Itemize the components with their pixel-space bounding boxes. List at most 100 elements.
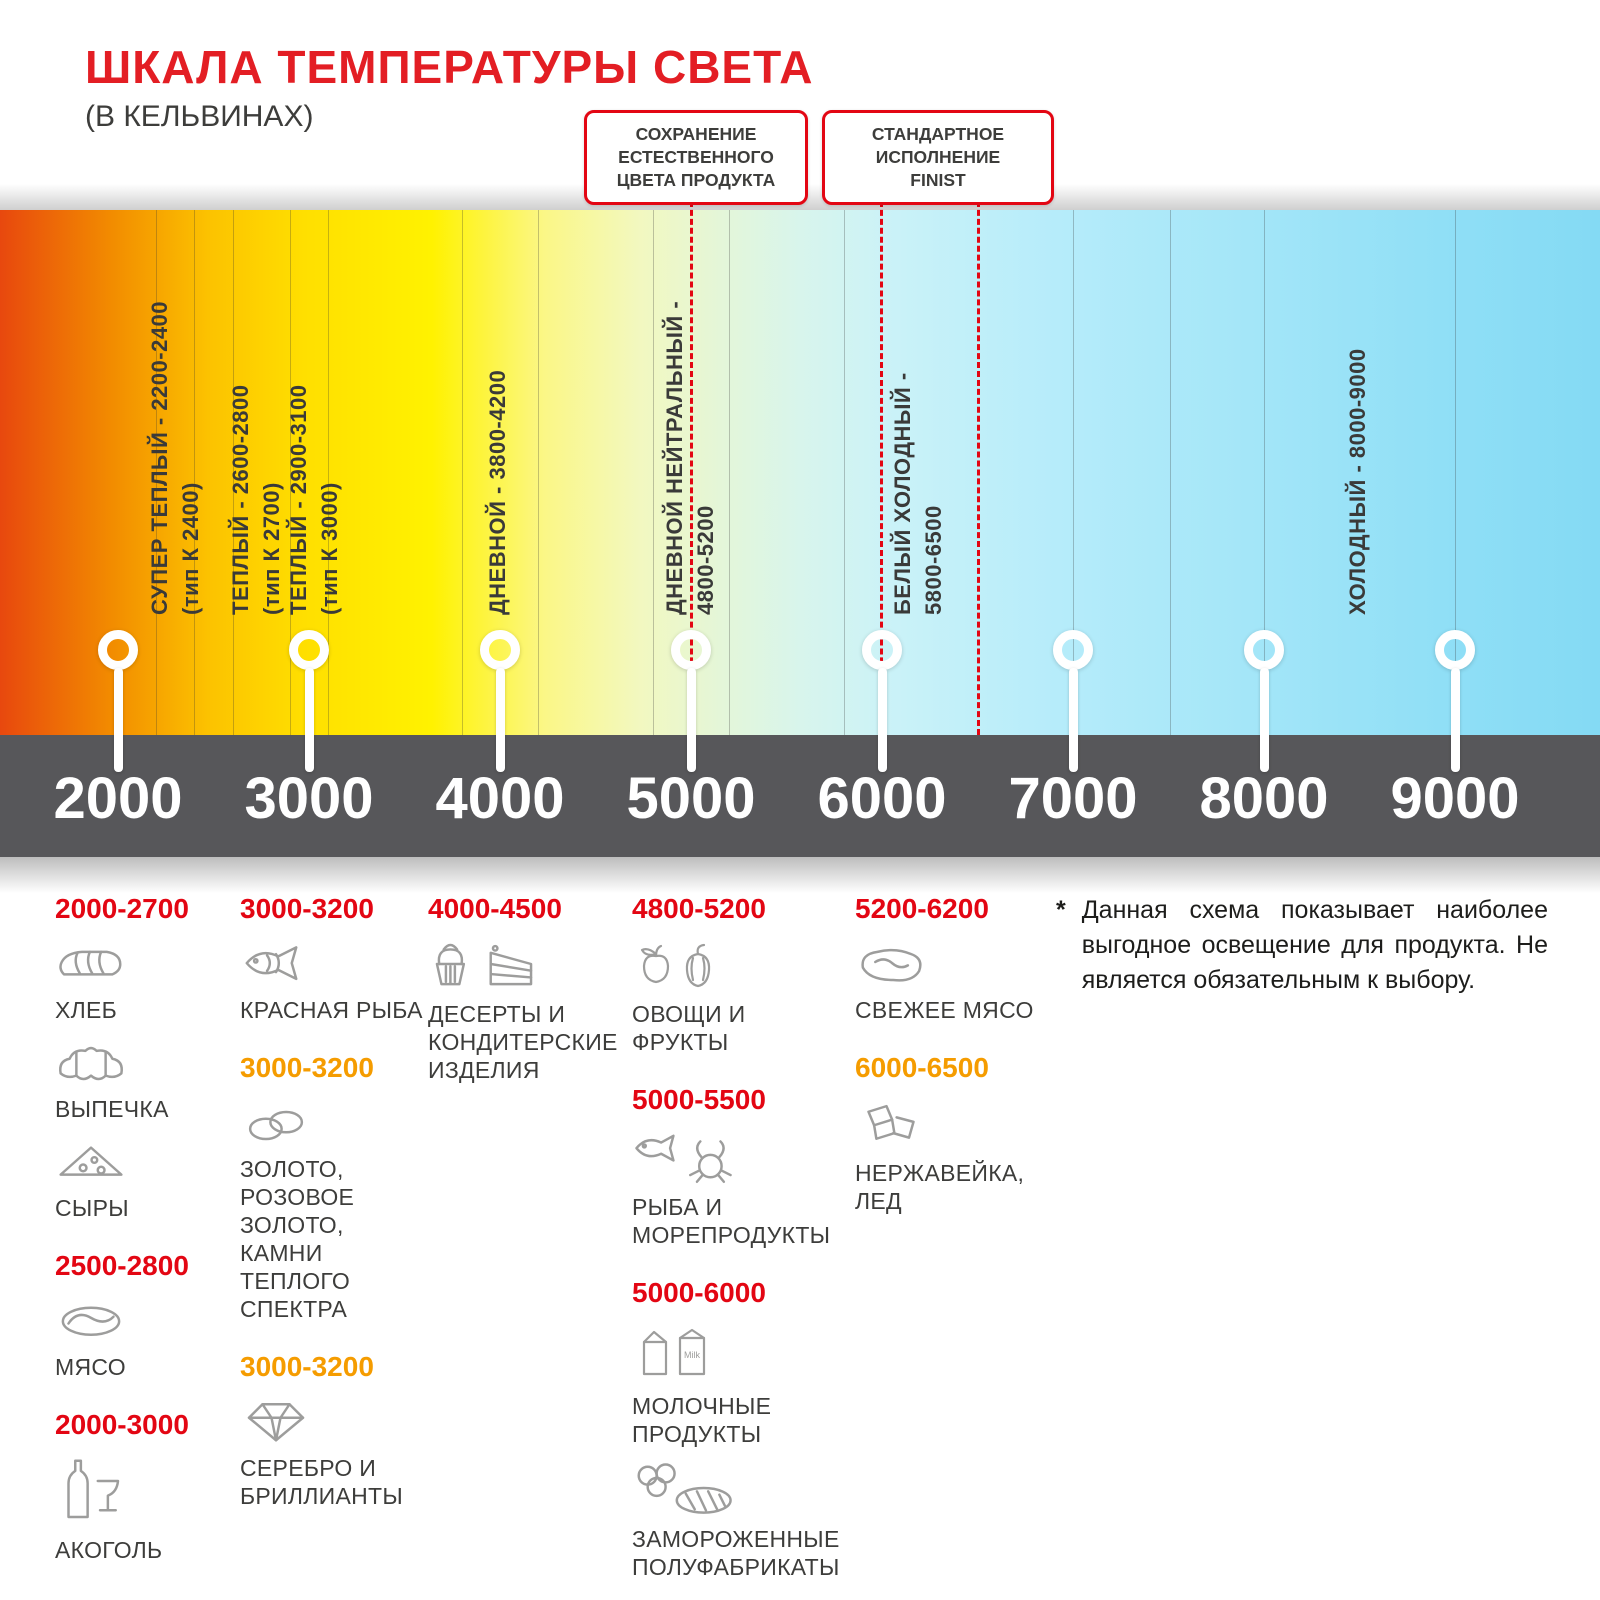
- legend-group: 5200-6200 СВЕЖЕЕ МЯСО: [855, 893, 1035, 1024]
- legend-item: СВЕЖЕЕ МЯСО: [855, 937, 1035, 1024]
- legend-item: СЕРЕБРО И БРИЛЛИАНТЫ: [240, 1395, 430, 1510]
- legend-range: 3000-3200: [240, 1052, 374, 1084]
- diamond-icon: [240, 1395, 430, 1450]
- legend-group: 3000-3200 ЗОЛОТО, РОЗОВОЕ ЗОЛОТО, КАМНИ …: [240, 1052, 430, 1323]
- pin-stem: [686, 668, 696, 772]
- legend-range: 3000-3200: [240, 893, 374, 924]
- callout-line: СТАНДАРТНОЕ: [871, 124, 1005, 144]
- dashed-line-5000k: [690, 192, 693, 735]
- footnote-asterisk: *: [1056, 896, 1066, 924]
- axis-tick-3000: 3000: [244, 766, 374, 831]
- legend-item-label: СВЕЖЕЕ МЯСО: [855, 997, 1034, 1023]
- range-boundary-line: [194, 210, 195, 735]
- scale-pin-9000: [1435, 630, 1475, 776]
- legend-group: 2000-2700 ХЛЕБ ВЫПЕЧКА СЫРЫ: [55, 893, 230, 1222]
- rings-icon: [240, 1096, 430, 1151]
- dashed-line-6500k: [977, 192, 980, 735]
- legend-item: ОВОЩИ И ФРУКТЫ: [632, 937, 847, 1056]
- kelvin-gradient-strip: [0, 210, 1600, 735]
- scale-pin-3000: [289, 630, 329, 776]
- legend-item-label: СЫРЫ: [55, 1195, 129, 1222]
- legend-column-1: 2000-2700 ХЛЕБ ВЫПЕЧКА СЫРЫ 250: [55, 893, 230, 1576]
- axis-tick-2000: 2000: [53, 766, 183, 831]
- legend-range: 6000-6500: [855, 1052, 989, 1084]
- pin-ring-icon: [480, 630, 520, 670]
- scale-pin-5000: [671, 630, 711, 776]
- legend-item: ЗОЛОТО, РОЗОВОЕ ЗОЛОТО, КАМНИ ТЕПЛОГО СП…: [240, 1096, 430, 1323]
- pin-stem: [1259, 668, 1269, 772]
- callout-line: ИСПОЛНЕНИЕ: [875, 147, 1001, 168]
- range-boundary-line: [844, 210, 845, 735]
- callout-finist-standard: СТАНДАРТНОЕ ИСПОЛНЕНИЕ FINIST: [822, 110, 1054, 206]
- axis-tick-9000: 9000: [1390, 766, 1520, 831]
- pin-stem: [1450, 668, 1460, 772]
- pin-ring-icon: [98, 630, 138, 670]
- legend-range: 5000-5500: [632, 1084, 766, 1116]
- legend-item-label: СЕРЕБРО И БРИЛЛИАНТЫ: [240, 1455, 404, 1510]
- callout-line: ЕСТЕСТВЕННОГО: [618, 147, 774, 168]
- callout-natural-color: СОХРАНЕНИЕ ЕСТЕСТВЕННОГО ЦВЕТА ПРОДУКТА: [584, 110, 808, 206]
- pin-stem: [304, 668, 314, 772]
- legend-group: 4800-5200 ОВОЩИ И ФРУКТЫ: [632, 893, 847, 1056]
- axis-tick-4000: 4000: [435, 766, 565, 831]
- legend-item-label: КРАСНАЯ РЫБА: [240, 997, 423, 1023]
- legend-item-label: МЯСО: [55, 1354, 126, 1381]
- range-boundary-line: [1264, 210, 1265, 735]
- legend-range: 2000-2700: [55, 893, 189, 924]
- zone-label-daylight: ДНЕВНОЙ - 3800-4200: [485, 369, 510, 615]
- axis-bar-shadow: [0, 857, 1600, 893]
- legend-range: 4000-4500: [428, 893, 562, 924]
- scale-pin-6000: [862, 630, 902, 776]
- legend-item: ДЕСЕРТЫ И КОНДИТЕРСКИЕ ИЗДЕЛИЯ: [428, 937, 623, 1084]
- pin-stem: [113, 668, 123, 772]
- legend-range: 2500-2800: [55, 1250, 189, 1282]
- desserts-icon: [428, 937, 623, 996]
- legend-item: АКОГОЛЬ: [55, 1453, 230, 1564]
- range-boundary-line: [462, 210, 463, 735]
- legend-item-label: МОЛОЧНЫЕ ПРОДУКТЫ: [632, 1393, 772, 1448]
- svg-text:Milk: Milk: [684, 1350, 700, 1360]
- axis-tick-7000: 7000: [1008, 766, 1138, 831]
- fish-icon: [240, 937, 430, 992]
- range-boundary-line: [328, 210, 329, 735]
- scale-pin-7000: [1053, 630, 1093, 776]
- range-boundary-line: [156, 210, 157, 735]
- kelvin-axis-bar: [0, 735, 1600, 857]
- meat-icon: [55, 1294, 230, 1349]
- legend-group: 5000-5500 РЫБА И МОРЕПРОДУКТЫ: [632, 1084, 847, 1249]
- callout-line: ЦВЕТА ПРОДУКТА: [616, 170, 776, 191]
- steak-icon: [855, 937, 1035, 992]
- legend-item-label: ЗАМОРОЖЕННЫЕ ПОЛУФАБРИКАТЫ: [632, 1526, 840, 1581]
- cheese-icon: [55, 1135, 230, 1190]
- axis-tick-8000: 8000: [1199, 766, 1329, 831]
- legend-group: 3000-3200 КРАСНАЯ РЫБА: [240, 893, 430, 1024]
- legend-item-label: ОВОЩИ И ФРУКТЫ: [632, 1001, 746, 1056]
- legend-item: ЗАМОРОЖЕННЫЕ ПОЛУФАБРИКАТЫ: [632, 1460, 847, 1581]
- vegetables-icon: [632, 937, 847, 996]
- legend-item-label: ХЛЕБ: [55, 997, 118, 1023]
- legend-group: 5000-6000 Milk МОЛОЧНЫЕ ПРОДУКТЫ ЗАМОРОЖ…: [632, 1277, 847, 1581]
- legend-item: РЫБА И МОРЕПРОДУКТЫ: [632, 1128, 847, 1249]
- legend-group: 2000-3000 АКОГОЛЬ: [55, 1409, 230, 1564]
- zone-label-white-cold: БЕЛЫЙ ХОЛОДНЫЙ - 5800-6500: [890, 372, 946, 615]
- range-boundary-line: [1073, 210, 1074, 735]
- legend-item: Milk МОЛОЧНЫЕ ПРОДУКТЫ: [632, 1321, 847, 1448]
- scale-pin-2000: [98, 630, 138, 776]
- legend-item-label: ДЕСЕРТЫ И КОНДИТЕРСКИЕ ИЗДЕЛИЯ: [428, 1001, 618, 1084]
- range-boundary-line: [1455, 210, 1456, 735]
- legend-item: ВЫПЕЧКА: [55, 1036, 230, 1123]
- pin-ring-icon: [289, 630, 329, 670]
- legend-item-label: ВЫПЕЧКА: [55, 1096, 169, 1123]
- range-boundary-line: [538, 210, 539, 735]
- pin-stem: [877, 668, 887, 772]
- range-boundary-line: [290, 210, 291, 735]
- bread-icon: [55, 937, 230, 992]
- legend-column-3: 4000-4500 ДЕСЕРТЫ И КОНДИТЕРСКИЕ ИЗДЕЛИЯ: [428, 893, 623, 1096]
- legend-range: 5000-6000: [632, 1277, 766, 1309]
- callout-line: FINIST: [910, 170, 966, 191]
- page-title: ШКАЛА ТЕМПЕРАТУРЫ СВЕТА: [85, 41, 814, 93]
- legend-item: ХЛЕБ: [55, 937, 230, 1024]
- pin-ring-icon: [1244, 630, 1284, 670]
- pin-ring-icon: [1053, 630, 1093, 670]
- pin-ring-icon: [671, 630, 711, 670]
